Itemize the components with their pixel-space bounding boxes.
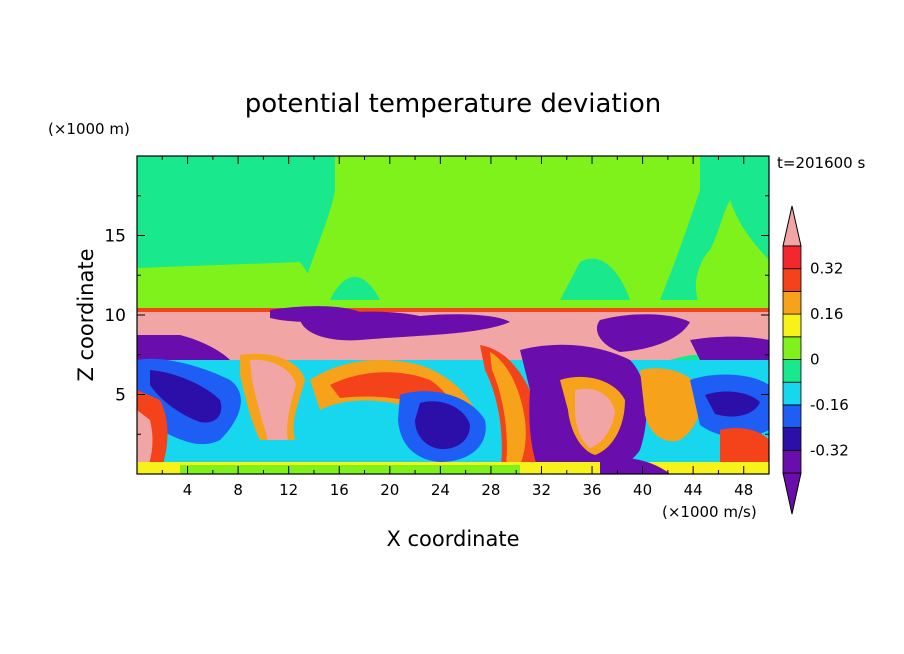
x-tick-label: 8	[233, 481, 243, 499]
colorbar-segment	[782, 268, 802, 292]
x-tick-label: 40	[633, 481, 652, 499]
heatmap-field	[137, 156, 769, 474]
x-axis: 4 8 12 16 20 24 28 32 36 40 44 48	[161, 156, 753, 499]
colorbar-under-triangle	[782, 472, 802, 515]
y-tick-label: 15	[104, 227, 126, 247]
x-unit-label: (×1000 m/s)	[662, 503, 757, 521]
colorbar-segment	[782, 245, 802, 270]
colorbar-segment	[782, 359, 802, 383]
colorbar-segment	[782, 290, 802, 315]
y-unit-label: (×1000 m)	[48, 120, 130, 138]
colorbar-segment	[782, 404, 802, 428]
y-axis-label: Z coordinate	[74, 248, 98, 381]
x-tick-label: 28	[481, 481, 500, 499]
colorbar-tick-label: 0.16	[810, 305, 843, 323]
colorbar-segment	[782, 336, 802, 360]
time-label: t=201600 s	[777, 154, 865, 172]
colorbar: 0.32 0.16 0 -0.16 -0.32	[782, 205, 849, 515]
x-tick-label: 4	[183, 481, 193, 499]
colorbar-segment	[782, 427, 802, 451]
colorbar-segment	[782, 381, 802, 406]
colorbar-segment	[782, 449, 802, 474]
x-tick-label: 32	[532, 481, 551, 499]
x-tick-label: 12	[279, 481, 298, 499]
y-tick-label: 10	[104, 306, 126, 326]
x-tick-label: 24	[431, 481, 450, 499]
colorbar-tick-label: 0.32	[810, 260, 843, 278]
x-tick-label: 36	[582, 481, 601, 499]
colorbar-tick-label: -0.16	[810, 396, 849, 414]
colorbar-tick-label: 0	[810, 351, 820, 369]
x-axis-label: X coordinate	[386, 527, 519, 551]
x-tick-label: 48	[734, 481, 753, 499]
colorbar-tick-label: -0.32	[810, 441, 849, 459]
y-axis: 5 10 15	[104, 195, 769, 435]
x-tick-label: 20	[380, 481, 399, 499]
x-tick-label: 16	[330, 481, 349, 499]
colorbar-over-triangle	[782, 205, 802, 247]
y-tick-label: 5	[115, 386, 126, 406]
x-tick-label: 44	[684, 481, 703, 499]
colorbar-segment	[782, 313, 802, 338]
chart-title: potential temperature deviation	[245, 89, 661, 119]
